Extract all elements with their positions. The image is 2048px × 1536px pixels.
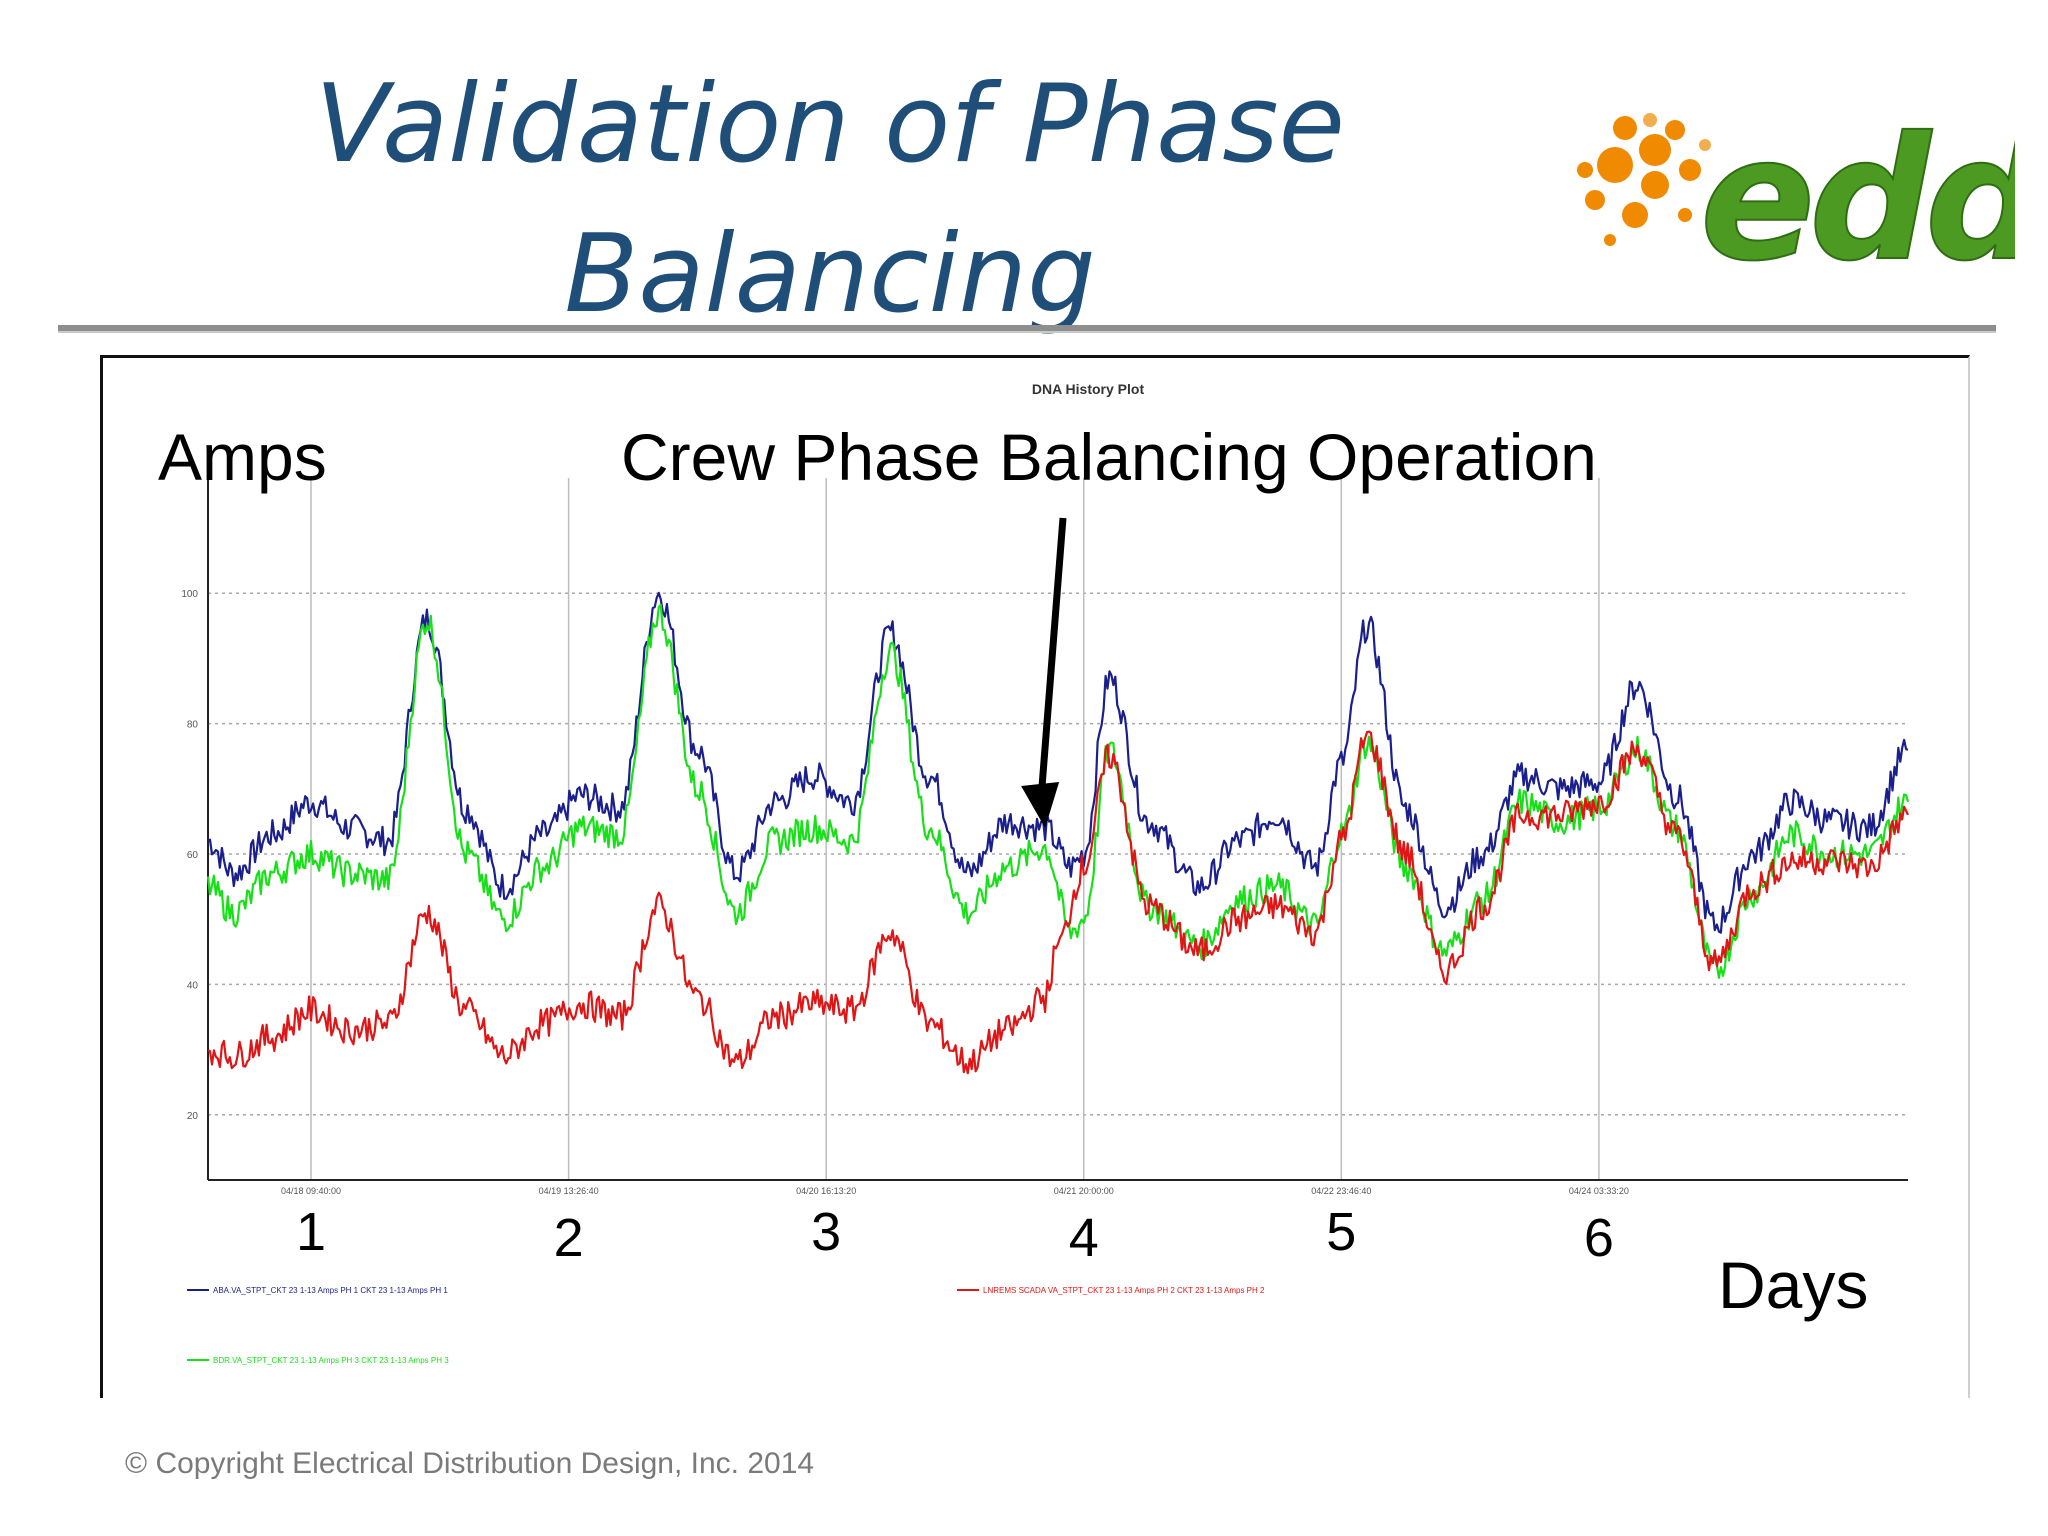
legend-entry: BDR.VA_STPT_CKT 23 1-13 Amps PH 3 CKT 23… <box>213 1356 449 1365</box>
x-axis-label: Days <box>1718 1248 1868 1322</box>
annotation-label: Crew Phase Balancing Operation <box>621 420 1597 494</box>
x-day-label: 6 <box>1584 1208 1614 1268</box>
legend-entry: ABA.VA_STPT_CKT 23 1-13 Amps PH 1 CKT 23… <box>213 1286 448 1295</box>
logo-text: edd <box>1700 101 2015 280</box>
y-axis-label: Amps <box>158 420 327 494</box>
edd-logo: edd <box>1555 90 2048 300</box>
series-line-phase3 <box>206 603 1910 979</box>
copyright-footer: © Copyright Electrical Distribution Desi… <box>125 1447 815 1480</box>
y-tick-label: 60 <box>187 850 199 861</box>
title-divider <box>58 325 1996 333</box>
x-timestamp-label: 04/22 23:46:40 <box>1311 1186 1371 1196</box>
legend-entry: LNREMS SCADA VA_STPT_CKT 23 1-13 Amps PH… <box>983 1286 1265 1295</box>
x-day-label: 1 <box>296 1202 326 1262</box>
annotation-arrow-shaft <box>1037 517 1067 799</box>
x-day-label: 5 <box>1326 1202 1356 1262</box>
x-timestamp-label: 04/20 16:13:20 <box>796 1186 856 1196</box>
history-plot: DNA History Plot 20 40 60 80 100 04/18 09:40:0… <box>158 381 1910 1365</box>
y-tick-label: 80 <box>187 720 199 731</box>
x-timestamp-label: 04/19 13:26:40 <box>539 1186 599 1196</box>
x-timestamp-label: 04/21 20:00:00 <box>1054 1186 1114 1196</box>
logo-dot-swirl <box>1577 113 1711 246</box>
x-timestamp-label: 04/24 03:33:20 <box>1569 1186 1629 1196</box>
slide-title-line1: Validation of Phase <box>314 62 1345 187</box>
y-tick-label: 20 <box>187 1111 199 1122</box>
series-line-phase1 <box>207 591 1909 934</box>
edd-logo-graphic: edd <box>1577 100 2048 300</box>
chart-frame: DNA History Plot 20 40 60 80 100 04/18 09:40:0… <box>100 355 1970 1398</box>
chart-title: DNA History Plot <box>1032 381 1145 397</box>
x-day-label: 2 <box>554 1208 584 1268</box>
x-timestamp-label: 04/18 09:40:00 <box>281 1186 341 1196</box>
x-day-label: 3 <box>811 1202 841 1262</box>
annotation-arrow-head <box>1021 782 1060 828</box>
y-tick-label: 40 <box>187 980 199 991</box>
slide-title: Validation of Phase Balancing <box>0 50 1660 350</box>
slide-title-line2: Balancing <box>564 212 1096 337</box>
series-line-phase2 <box>207 730 1909 1075</box>
x-day-label: 4 <box>1069 1208 1099 1268</box>
y-tick-label: 100 <box>181 589 198 600</box>
